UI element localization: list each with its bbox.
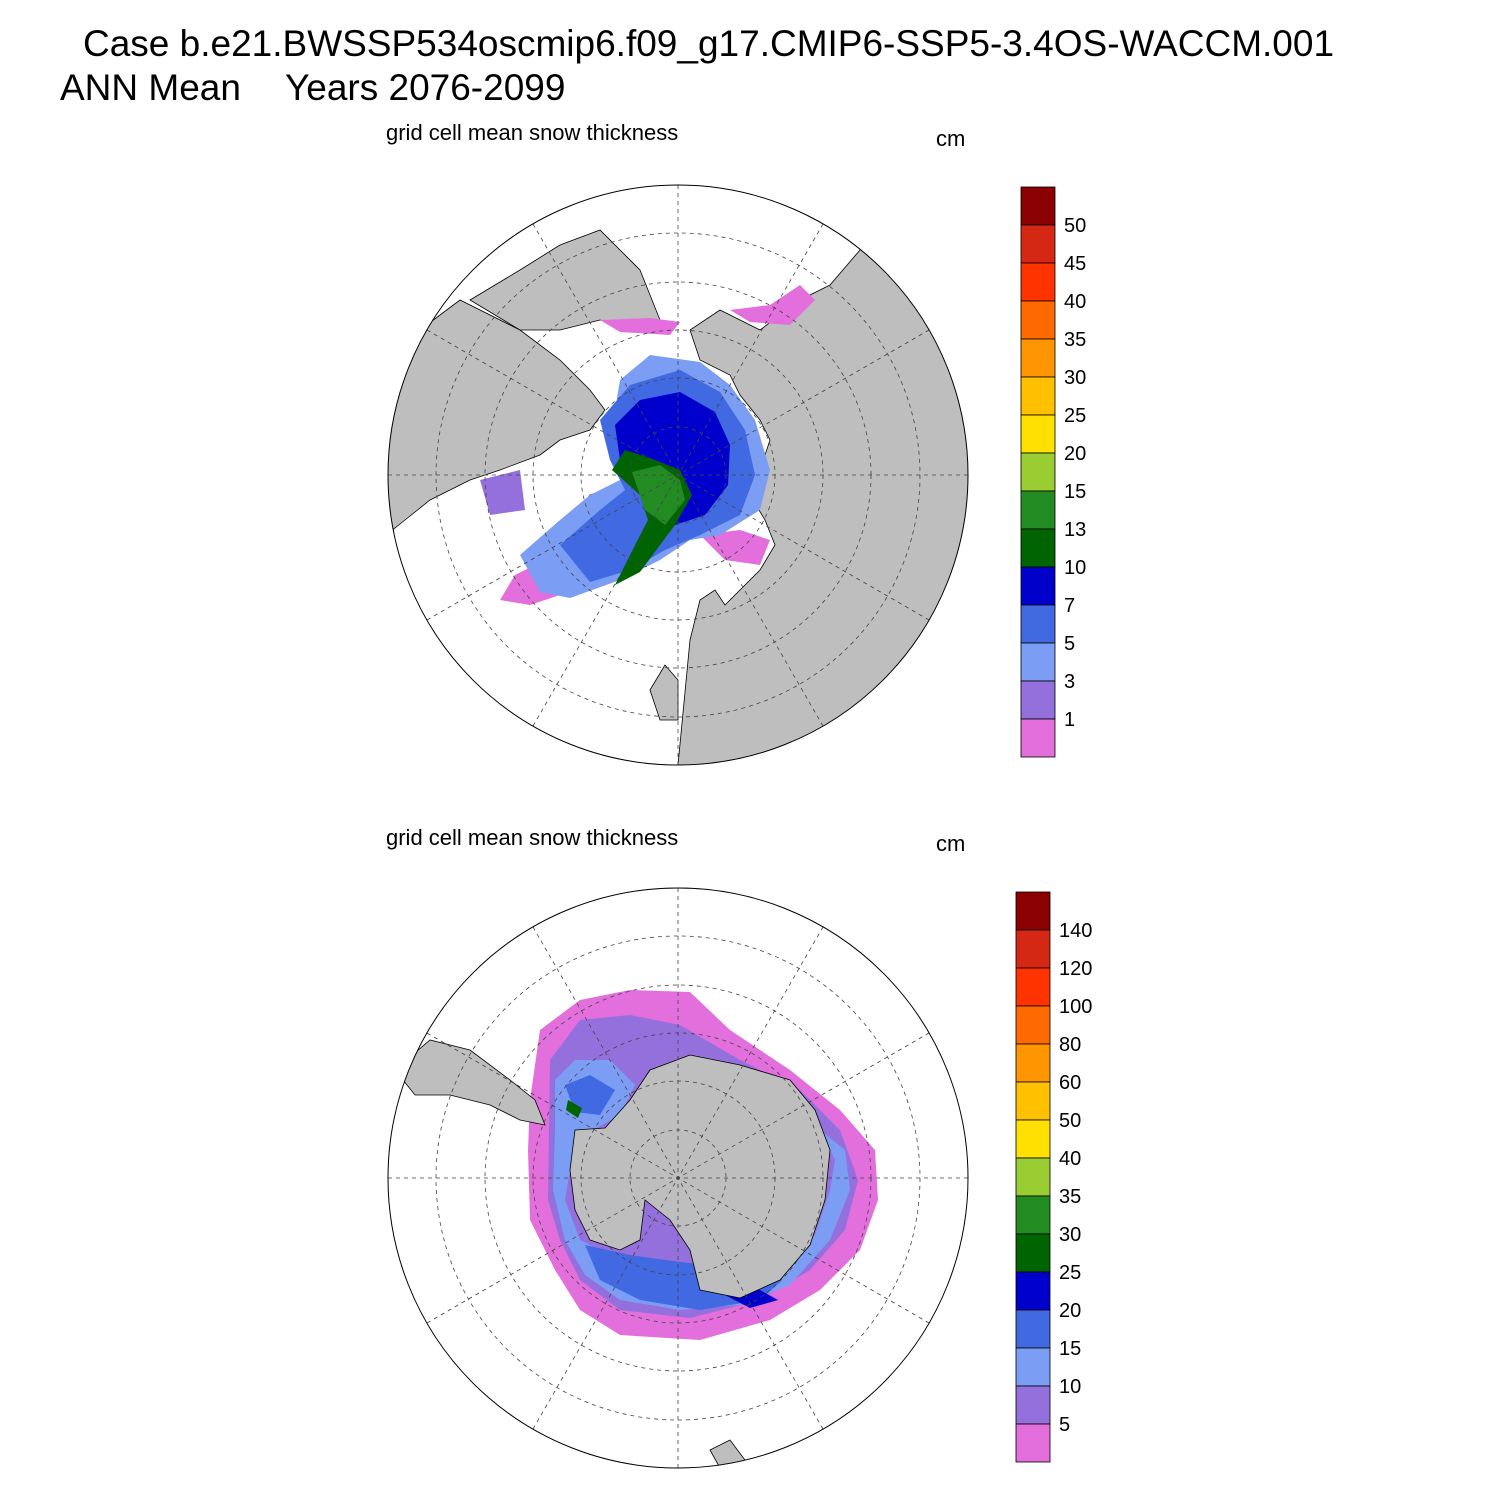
colorbar-swatch xyxy=(1020,224,1056,264)
colorbar-label: 5 xyxy=(1064,633,1075,655)
season-label: ANN Mean xyxy=(60,67,241,108)
colorbar-label: 50 xyxy=(1059,1110,1081,1132)
colorbar-swatch xyxy=(1020,680,1056,720)
colorbar-label: 15 xyxy=(1059,1338,1081,1360)
sh-south-america-land xyxy=(394,1039,546,1126)
colorbar-swatch xyxy=(1015,1157,1051,1197)
colorbar-label: 25 xyxy=(1059,1262,1081,1284)
colorbar-swatch xyxy=(1015,1271,1051,1311)
sh-colorbar: 5 10 15 20 25 30 35 40 50 60 80 100 120 140 xyxy=(1015,891,1092,1463)
colorbar-swatch xyxy=(1015,1309,1051,1349)
colorbar-swatch xyxy=(1020,642,1056,682)
colorbar-label: 100 xyxy=(1059,996,1092,1018)
colorbar-label: 50 xyxy=(1064,215,1086,237)
colorbar-swatch xyxy=(1020,414,1056,454)
years-label: Years 2076-2099 xyxy=(284,67,566,108)
colorbar-label: 35 xyxy=(1059,1186,1081,1208)
colorbar-label: 3 xyxy=(1064,671,1075,693)
colorbar-swatch xyxy=(1015,1423,1051,1463)
colorbar-swatch xyxy=(1015,1385,1051,1425)
colorbar-label: 120 xyxy=(1059,958,1092,980)
nh-map-border xyxy=(387,184,969,766)
nh-snow-band-5 xyxy=(615,392,730,525)
nh-snow-band-2 xyxy=(480,470,525,515)
colorbar-label: 30 xyxy=(1064,367,1086,389)
colorbar-swatch xyxy=(1015,1347,1051,1387)
sh-units: cm xyxy=(936,831,966,856)
colorbar-swatch xyxy=(1020,338,1056,378)
colorbar-swatch xyxy=(1020,718,1056,758)
colorbar-swatch xyxy=(1015,891,1051,931)
case-title: Case b.e21.BWSSP534oscmip6.f09_g17.CMIP6… xyxy=(83,23,1335,64)
colorbar-label: 10 xyxy=(1064,557,1086,579)
colorbar-swatch xyxy=(1015,1081,1051,1121)
colorbar-swatch xyxy=(1015,1119,1051,1159)
colorbar-label: 1 xyxy=(1064,709,1075,731)
colorbar-label: 80 xyxy=(1059,1034,1081,1056)
colorbar-swatch xyxy=(1015,967,1051,1007)
nh-panel-title: grid cell mean snow thickness xyxy=(386,120,679,145)
colorbar-swatch xyxy=(1015,1195,1051,1235)
sh-graticule xyxy=(388,888,968,1468)
nh-north-america-land xyxy=(388,299,606,541)
colorbar-label: 35 xyxy=(1064,329,1086,351)
colorbar-swatch xyxy=(1020,300,1056,340)
colorbar-label: 25 xyxy=(1064,405,1086,427)
sh-panel-title: grid cell mean snow thickness xyxy=(386,825,679,850)
nh-graticule xyxy=(388,185,968,765)
nh-units: cm xyxy=(936,126,966,151)
colorbar-swatch xyxy=(1020,604,1056,644)
colorbar-swatch xyxy=(1020,528,1056,568)
colorbar-label: 30 xyxy=(1059,1224,1081,1246)
sh-snow-band-6 xyxy=(566,1100,582,1118)
colorbar-label: 20 xyxy=(1059,1300,1081,1322)
nh-snow-band-7 xyxy=(632,465,685,525)
colorbar-label: 40 xyxy=(1064,291,1086,313)
colorbar-swatch xyxy=(1020,566,1056,606)
sh-polar-map xyxy=(387,887,969,1469)
colorbar-swatch xyxy=(1020,452,1056,492)
colorbar-swatch xyxy=(1015,929,1051,969)
colorbar-swatch xyxy=(1015,1233,1051,1273)
colorbar-label: 40 xyxy=(1059,1148,1081,1170)
subtitle: ANN Mean Years 2076-2099 xyxy=(60,68,565,108)
sh-map-content xyxy=(388,888,968,1468)
colorbar-swatch xyxy=(1020,186,1056,226)
nh-polar-map xyxy=(387,184,969,766)
nh-snow-band-1c xyxy=(730,285,815,325)
colorbar-swatch xyxy=(1015,1043,1051,1083)
colorbar-label: 60 xyxy=(1059,1072,1081,1094)
colorbar-label: 45 xyxy=(1064,253,1086,275)
colorbar-swatch xyxy=(1020,262,1056,302)
nh-snow-band-1d xyxy=(700,530,770,565)
colorbar-label: 140 xyxy=(1059,920,1092,942)
colorbar-swatch xyxy=(1015,1005,1051,1045)
colorbar-label: 13 xyxy=(1064,519,1086,541)
colorbar-label: 5 xyxy=(1059,1414,1070,1436)
colorbar-swatch xyxy=(1020,490,1056,530)
sh-map-border xyxy=(387,887,969,1469)
colorbar-swatch xyxy=(1020,376,1056,416)
colorbar-label: 7 xyxy=(1064,595,1075,617)
sh-snow-band-4 xyxy=(565,1075,615,1115)
colorbar-label: 20 xyxy=(1064,443,1086,465)
colorbar-label: 10 xyxy=(1059,1376,1081,1398)
colorbar-label: 15 xyxy=(1064,481,1086,503)
